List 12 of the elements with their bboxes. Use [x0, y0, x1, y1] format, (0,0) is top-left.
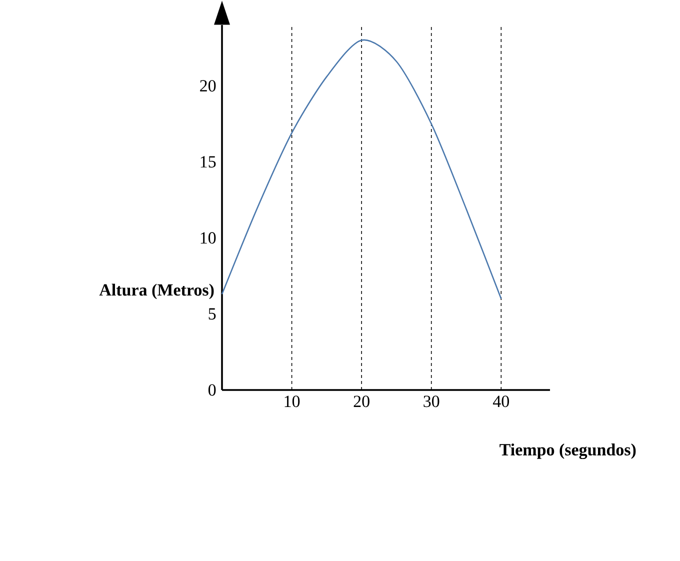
y-tick-label: 0 [208, 384, 216, 396]
x-tick-label: 10 [284, 396, 300, 408]
x-tick-label: 20 [354, 396, 370, 408]
x-tick-label: 40 [492, 396, 510, 408]
x-tick-label: 30 [424, 396, 440, 408]
line-series [221, 39, 502, 300]
y-tick-label: 20 [200, 80, 216, 92]
y-tick-label: 10 [200, 232, 216, 244]
x-axis-title: Tiempo (segundos) [500, 444, 636, 460]
y-axis-title: Altura (Metros) [99, 284, 214, 300]
y-tick-label: 5 [208, 308, 216, 320]
y-tick-label: 15 [200, 156, 216, 168]
